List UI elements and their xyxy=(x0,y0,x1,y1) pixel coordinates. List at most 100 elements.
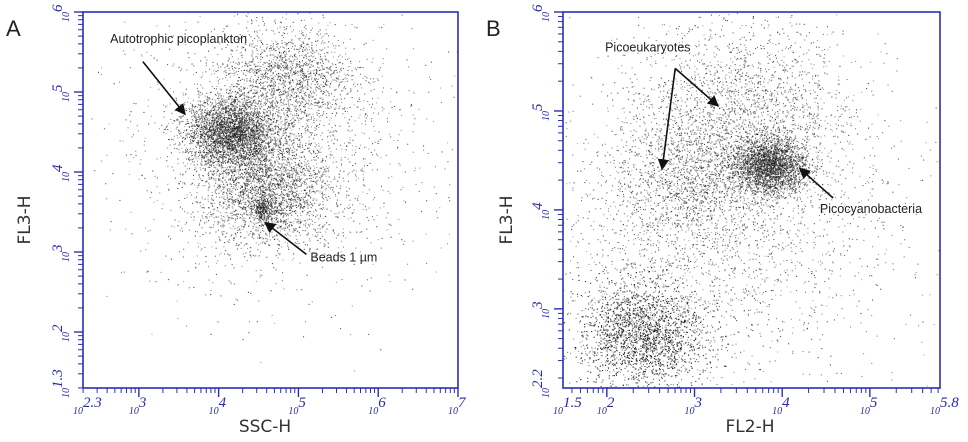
scatter-point xyxy=(196,121,198,123)
scatter-point xyxy=(230,114,232,116)
scatter-point xyxy=(205,134,207,136)
scatter-point xyxy=(265,188,267,190)
scatter-point xyxy=(261,133,263,135)
scatter-point xyxy=(233,115,235,117)
scatter-point xyxy=(213,155,215,157)
scatter-point xyxy=(275,212,277,214)
scatter-point xyxy=(207,200,209,202)
scatter-point xyxy=(259,179,261,181)
scatter-point xyxy=(248,101,250,103)
scatter-point xyxy=(247,158,249,160)
scatter-point xyxy=(250,161,252,163)
scatter-point xyxy=(246,129,248,131)
scatter-point xyxy=(267,177,269,179)
scatter-point xyxy=(250,146,252,148)
scatter-point xyxy=(288,228,290,230)
scatter-point xyxy=(194,83,196,85)
scatter-point xyxy=(228,114,230,116)
scatter-point xyxy=(257,180,259,182)
scatter-point xyxy=(267,137,269,139)
scatter-point xyxy=(256,154,258,156)
scatter-point xyxy=(228,98,230,100)
scatter-point xyxy=(233,127,235,129)
scatter-point xyxy=(249,101,251,103)
scatter-point xyxy=(262,130,264,132)
scatter-point xyxy=(316,190,318,192)
scatter-point xyxy=(206,98,208,100)
scatter-point xyxy=(242,131,244,133)
scatter-point xyxy=(212,123,214,125)
scatter-point xyxy=(248,124,250,126)
scatter-point xyxy=(333,191,335,193)
scatter-point xyxy=(189,111,191,113)
scatter-point xyxy=(210,156,212,158)
scatter-point xyxy=(353,209,355,211)
scatter-point xyxy=(274,161,276,163)
scatter-point xyxy=(247,133,249,135)
scatter-point xyxy=(251,198,253,200)
scatter-point xyxy=(239,126,241,128)
scatter-point xyxy=(270,168,272,170)
scatter-point xyxy=(238,140,240,142)
scatter-point xyxy=(305,224,307,226)
scatter-point xyxy=(308,185,310,187)
scatter-point xyxy=(274,173,276,175)
scatter-point xyxy=(293,197,295,199)
scatter-point xyxy=(237,135,239,137)
scatter-point xyxy=(280,181,282,183)
scatter-point xyxy=(192,137,194,139)
scatter-point xyxy=(217,141,219,143)
scatter-point xyxy=(286,121,288,123)
scatter-point xyxy=(231,99,233,101)
scatter-point xyxy=(299,165,301,167)
scatter-point xyxy=(249,192,251,194)
scatter-point xyxy=(220,120,222,122)
scatter-point xyxy=(246,152,248,154)
scatter-point xyxy=(234,131,236,133)
scatter-point xyxy=(297,196,299,198)
scatter-point xyxy=(252,101,254,103)
scatter-point xyxy=(247,122,249,124)
scatter-point xyxy=(207,147,209,149)
scatter-point xyxy=(251,127,253,129)
scatter-point xyxy=(249,132,251,134)
scatter-point xyxy=(241,105,243,107)
scatter-point xyxy=(255,210,257,212)
scatter-point xyxy=(215,151,217,153)
scatter-point xyxy=(238,182,240,184)
scatter-point xyxy=(288,183,290,185)
scatter-point xyxy=(193,109,195,111)
scatter-point xyxy=(250,142,252,144)
scatter-point xyxy=(216,121,218,123)
scatter-point xyxy=(219,196,221,198)
scatter-point xyxy=(224,116,226,118)
scatter-point xyxy=(258,137,260,139)
scatter-point xyxy=(274,197,276,199)
scatter-point xyxy=(308,147,310,149)
scatter-point xyxy=(199,94,201,96)
scatter-point xyxy=(185,147,187,149)
scatter-point xyxy=(275,199,277,201)
scatter-point xyxy=(204,168,206,170)
scatter-point xyxy=(196,112,198,114)
scatter-point xyxy=(262,194,264,196)
scatter-point xyxy=(255,145,257,147)
scatter-point xyxy=(212,115,214,117)
scatter-point xyxy=(238,130,240,132)
scatter-point xyxy=(202,143,204,145)
scatter-point xyxy=(216,139,218,141)
scatter-point xyxy=(247,157,249,159)
scatter-point xyxy=(253,176,255,178)
scatter-point xyxy=(245,130,247,132)
scatter-point xyxy=(241,191,243,193)
scatter-point xyxy=(212,155,214,157)
scatter-point xyxy=(263,181,265,183)
scatter-point xyxy=(208,120,210,122)
scatter-point xyxy=(342,235,344,237)
scatter-point xyxy=(272,236,274,238)
scatter-point xyxy=(257,178,259,180)
scatter-point xyxy=(214,118,216,120)
scatter-point xyxy=(187,163,189,165)
scatter-point xyxy=(244,163,246,165)
